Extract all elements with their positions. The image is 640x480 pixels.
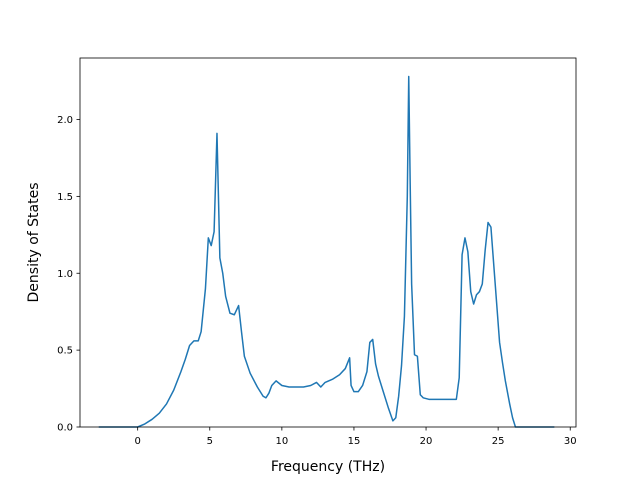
x-tick-label: 25 [492,436,505,447]
series-line-0 [98,75,555,428]
x-tick-label: 30 [564,436,577,447]
x-tick-label: 10 [275,436,288,447]
y-tick-label: 0.5 [57,346,73,357]
y-axis-label: Density of States [26,183,42,303]
x-tick-label: 20 [420,436,433,447]
x-axis-label: Frequency (THz) [271,459,385,475]
plot-frame [79,57,577,428]
y-tick-label: 2.0 [57,115,73,126]
y-tick-label: 1.0 [57,269,73,280]
plot-area [98,75,555,428]
y-tick-label: 1.5 [57,192,73,203]
y-tick-label: 0.0 [57,423,73,434]
x-tick-label: 15 [348,436,361,447]
x-tick-label: 5 [207,436,213,447]
x-tick-label: 0 [134,436,140,447]
axis-ticks: 0 5 10 15 20 25 30 0.0 0.5 1.0 1.5 2.0 [57,115,577,447]
